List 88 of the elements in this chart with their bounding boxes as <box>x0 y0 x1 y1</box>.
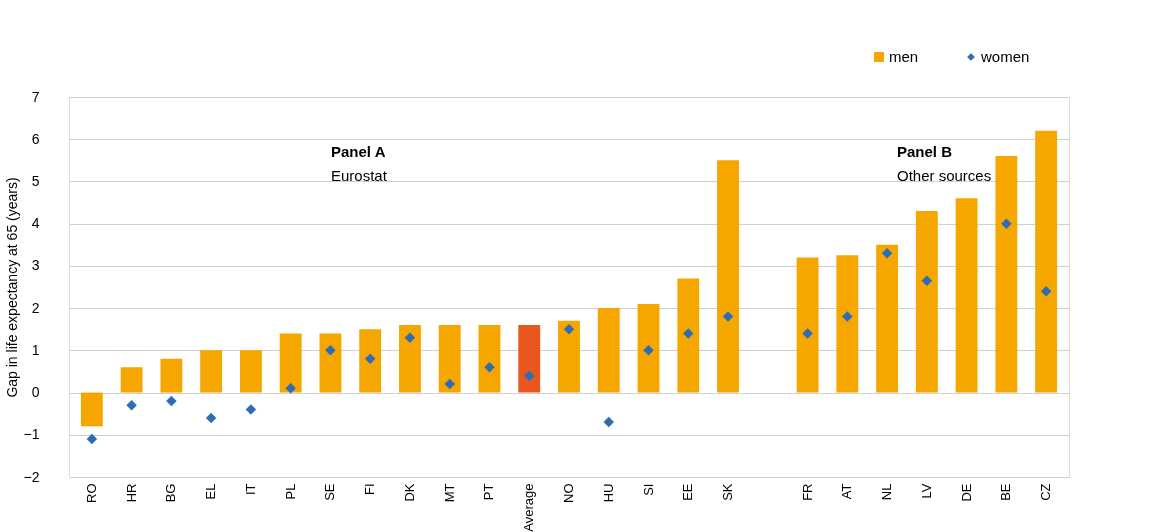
point <box>404 332 416 343</box>
point <box>563 323 575 335</box>
bar <box>359 329 382 393</box>
y-tick-label: −2 <box>23 468 40 485</box>
bar <box>637 303 660 393</box>
x-tick-label: DK <box>401 483 417 502</box>
x-tick-label: IT <box>242 483 258 496</box>
y-axis-title: Gap in life expectancy at 65 (years) <box>3 177 20 398</box>
x-tick-label: NL <box>879 483 895 501</box>
y-tick-label: 4 <box>31 215 40 232</box>
y-tick-label: 5 <box>31 172 40 189</box>
x-tick-label: EE <box>680 483 696 501</box>
x-tick-label: AT <box>839 483 855 500</box>
y-tick-label: 7 <box>31 88 40 105</box>
point <box>86 433 98 445</box>
point <box>364 353 376 365</box>
point <box>126 399 137 411</box>
x-tick-label: RO <box>83 483 99 503</box>
bar <box>876 244 899 393</box>
bar <box>1035 130 1058 393</box>
point <box>325 345 336 356</box>
point <box>1040 285 1052 297</box>
x-tick-label: EL <box>203 483 219 500</box>
annotation: Eurostat <box>331 167 388 184</box>
x-tick-label: SK <box>720 483 736 501</box>
x-tick-label: Average <box>521 483 537 532</box>
bar <box>279 333 302 393</box>
x-tick-label: FI <box>362 483 378 496</box>
x-tick-label: BG <box>163 483 179 503</box>
point <box>722 311 734 322</box>
x-tick-label: BE <box>998 483 1014 501</box>
point <box>523 370 535 381</box>
bar <box>836 255 859 393</box>
bar <box>717 160 739 393</box>
point <box>881 247 893 259</box>
point <box>643 345 654 356</box>
point <box>484 361 495 373</box>
bar <box>955 198 978 393</box>
point <box>603 416 615 428</box>
bar <box>319 333 342 393</box>
y-tick-label: 3 <box>31 257 40 274</box>
bar <box>796 257 819 393</box>
bar <box>558 320 580 393</box>
x-tick-label: MT <box>441 483 457 503</box>
bar <box>80 392 103 427</box>
annotation: Panel A <box>331 143 386 160</box>
bar <box>915 211 938 393</box>
bar <box>677 278 700 393</box>
point <box>444 378 455 390</box>
y-tick-label: 1 <box>31 341 40 358</box>
y-tick-label: 6 <box>31 130 40 147</box>
bar <box>438 325 461 393</box>
x-tick-label: PT <box>481 483 497 501</box>
x-tick-label: LV <box>918 483 934 499</box>
bar <box>239 350 262 393</box>
bar <box>120 367 143 393</box>
x-tick-label: SI <box>640 483 656 496</box>
x-tick-label: PL <box>282 483 298 500</box>
point <box>802 328 813 339</box>
bar <box>597 308 620 393</box>
x-tick-label: HU <box>600 483 616 503</box>
point <box>245 404 257 415</box>
point <box>285 383 296 394</box>
bar <box>200 350 223 393</box>
x-tick-label: FR <box>799 483 815 501</box>
bar <box>160 358 183 393</box>
point <box>921 275 933 286</box>
bar <box>995 156 1018 393</box>
bar <box>399 325 421 393</box>
bar <box>518 325 541 393</box>
point <box>166 395 177 407</box>
y-tick-label: 0 <box>31 384 40 401</box>
annotation: Panel B <box>897 143 953 160</box>
x-tick-label: NO <box>561 483 576 503</box>
point <box>683 328 694 339</box>
point <box>842 311 853 322</box>
bar <box>478 325 501 393</box>
x-tick-label: DE <box>958 483 974 502</box>
x-tick-label: SE <box>322 483 338 501</box>
annotation: Other sources <box>897 167 992 184</box>
point <box>1001 218 1012 229</box>
y-tick-label: 2 <box>31 299 40 316</box>
x-tick-label: HR <box>123 483 139 503</box>
y-tick-label: −1 <box>23 426 40 443</box>
legend-label: men <box>889 48 919 65</box>
legend-label: women <box>980 48 1030 65</box>
x-tick-label: CZ <box>1038 483 1054 501</box>
point <box>205 412 217 424</box>
